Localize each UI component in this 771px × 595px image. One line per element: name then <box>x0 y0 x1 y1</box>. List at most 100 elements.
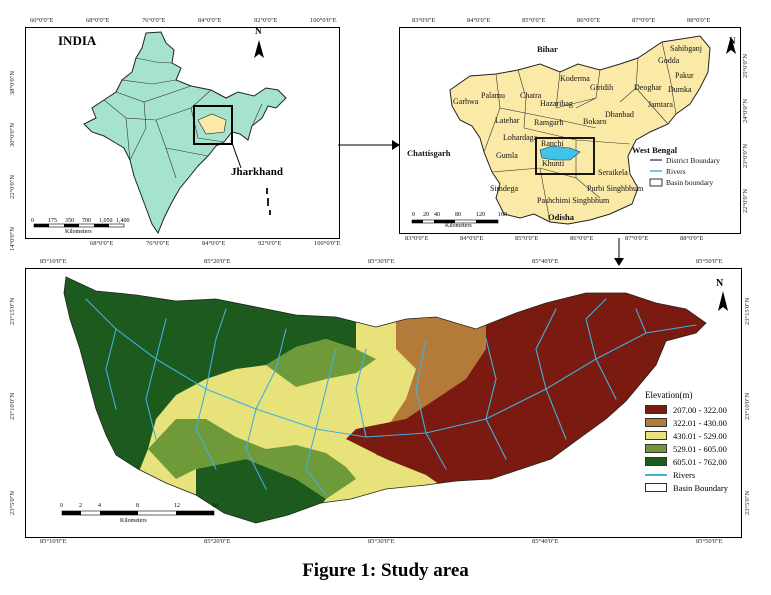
district-label: Chatra <box>520 91 542 100</box>
basin-elevation-map <box>61 276 728 524</box>
tick-label: 85°0'0"E <box>522 17 546 24</box>
district-label: Seraikela <box>598 168 628 177</box>
scale-number: 0 <box>60 503 63 509</box>
india-title: INDIA <box>58 33 97 48</box>
district-label: Ranchi <box>541 139 564 148</box>
andaman-islands <box>266 188 271 215</box>
district-label: Sahibganj <box>670 44 702 53</box>
district-label: Latehar <box>495 116 520 125</box>
tick-label: 68°0'0"E <box>86 17 110 24</box>
scale-unit: Kilometers <box>445 223 472 229</box>
tick-label: 22°0'0"N <box>9 174 16 199</box>
tick-label: 85°50'0"E <box>696 258 723 265</box>
legend-label: 605.01 - 762.00 <box>673 456 727 467</box>
legend-label: 529.01 - 605.00 <box>673 443 727 454</box>
tick-label: 85°20'0"E <box>204 538 231 545</box>
district-label: Deoghar <box>634 83 662 92</box>
tick-label: 85°50'0"E <box>696 538 723 545</box>
basin-north-label: N <box>716 278 724 289</box>
jharkhand-map <box>411 35 736 225</box>
tick-label: 92°0'0"E <box>258 240 282 247</box>
scale-number: 1,400 <box>116 218 130 224</box>
legend-swatch <box>645 444 667 453</box>
tick-label: 100°0'0"E <box>310 17 337 24</box>
tick-label: 87°0'0"E <box>632 17 656 24</box>
tick-label: 85°30'0"E <box>368 258 395 265</box>
scale-number: 175 <box>48 218 57 224</box>
district-label: Dhanbad <box>605 110 634 119</box>
scale-number: 4 <box>98 503 101 509</box>
tick-label: 83°0'0"E <box>412 17 436 24</box>
tick-label: 68°0'0"E <box>90 240 114 247</box>
scale-number: 40 <box>434 212 440 218</box>
neighbor-label: Odisha <box>548 212 574 222</box>
tick-label: 85°30'0"E <box>368 538 395 545</box>
legend-basin-boundary: Basin Boundary <box>645 482 728 493</box>
tick-label: 84°0'0"E <box>202 240 226 247</box>
district-label: Pashchimi Singhbhum <box>537 196 610 205</box>
tick-label: 22°0'0"N <box>742 188 749 213</box>
neighbor-label: Chattisgarh <box>407 148 451 158</box>
tick-label: 84°0'0"E <box>460 235 484 242</box>
scale-number: 12 <box>174 503 180 509</box>
basin-highlight-box <box>535 137 595 175</box>
jharkhand-highlight-box <box>193 105 233 145</box>
legend-label: Basin Boundary <box>673 482 729 493</box>
tick-label: 100°0'0"E <box>314 240 341 247</box>
legend-rivers: Rivers <box>645 469 695 480</box>
district-label: Dumka <box>668 85 692 94</box>
scale-unit: Kilometers <box>120 518 147 524</box>
tick-label: 23°5'0"N <box>9 490 16 515</box>
legend-swatch <box>645 483 667 492</box>
legend-label: Rivers <box>673 469 696 480</box>
scale-number: 0 <box>412 212 415 218</box>
district-label: Ramgarh <box>534 118 564 127</box>
basin-area <box>539 145 581 161</box>
india-north-arrow <box>254 40 264 58</box>
tick-label: 85°10'0"E <box>40 538 67 545</box>
legend-label: 430.01 - 529.00 <box>673 430 727 441</box>
elevation-legend-item: 322.01 - 430.00 <box>645 417 727 428</box>
district-label: Khunti <box>542 159 565 168</box>
basin-north-arrow <box>718 291 728 311</box>
jharkhand-legend-item: District Boundary <box>666 156 720 165</box>
scale-number: 8 <box>136 503 139 509</box>
scale-number: 350 <box>65 218 74 224</box>
tick-label: 86°0'0"E <box>577 17 601 24</box>
jharkhand-label: Jharkhand <box>231 166 283 178</box>
basin-scale-bar <box>61 510 215 516</box>
scale-number: 1,050 <box>99 218 113 224</box>
jharkhand-north-label: N <box>729 36 736 46</box>
india-map <box>33 31 287 235</box>
india-outline <box>83 31 287 235</box>
elevation-legend-item: 430.01 - 529.00 <box>645 430 727 441</box>
district-label: Purbi Singhbhum <box>587 184 644 193</box>
jharkhand-north-arrow <box>726 36 736 54</box>
tick-label: 60°0'0"E <box>30 17 54 24</box>
elevation-legend-title: Elevation(m) <box>645 390 693 400</box>
arrow-to-basin <box>614 238 624 266</box>
jharkhand-scale-bar <box>411 219 499 224</box>
tick-label: 23°5'0"N <box>744 490 751 515</box>
elevation-legend-item: 529.01 - 605.00 <box>645 443 727 454</box>
district-label: Lohardaga <box>503 133 538 142</box>
district-label: Garhwa <box>453 97 479 106</box>
figure-caption: Figure 1: Study area <box>302 560 469 581</box>
scale-number: 160 <box>498 212 507 218</box>
tick-label: 85°20'0"E <box>204 258 231 265</box>
river-network <box>85 298 697 496</box>
district-label: Palamu <box>481 91 505 100</box>
district-label: Pakur <box>675 71 694 80</box>
tick-label: 23°15'0"N <box>744 297 751 325</box>
tick-label: 84°0'0"E <box>467 17 491 24</box>
elevation-legend-item: 605.01 - 762.00 <box>645 456 727 467</box>
scale-unit: Kilometers <box>65 229 92 235</box>
neighbor-label: Bihar <box>537 44 558 54</box>
elevation-legend-item: 207.00 - 322.00 <box>645 404 727 415</box>
jharkhand-legend-symbols <box>649 159 663 187</box>
legend-swatch <box>645 418 667 427</box>
tick-label: 23°10'0"N <box>9 392 16 420</box>
arrow-to-jharkhand <box>338 140 400 150</box>
tick-label: 85°10'0"E <box>40 258 67 265</box>
tick-label: 87°0'0"E <box>625 235 649 242</box>
